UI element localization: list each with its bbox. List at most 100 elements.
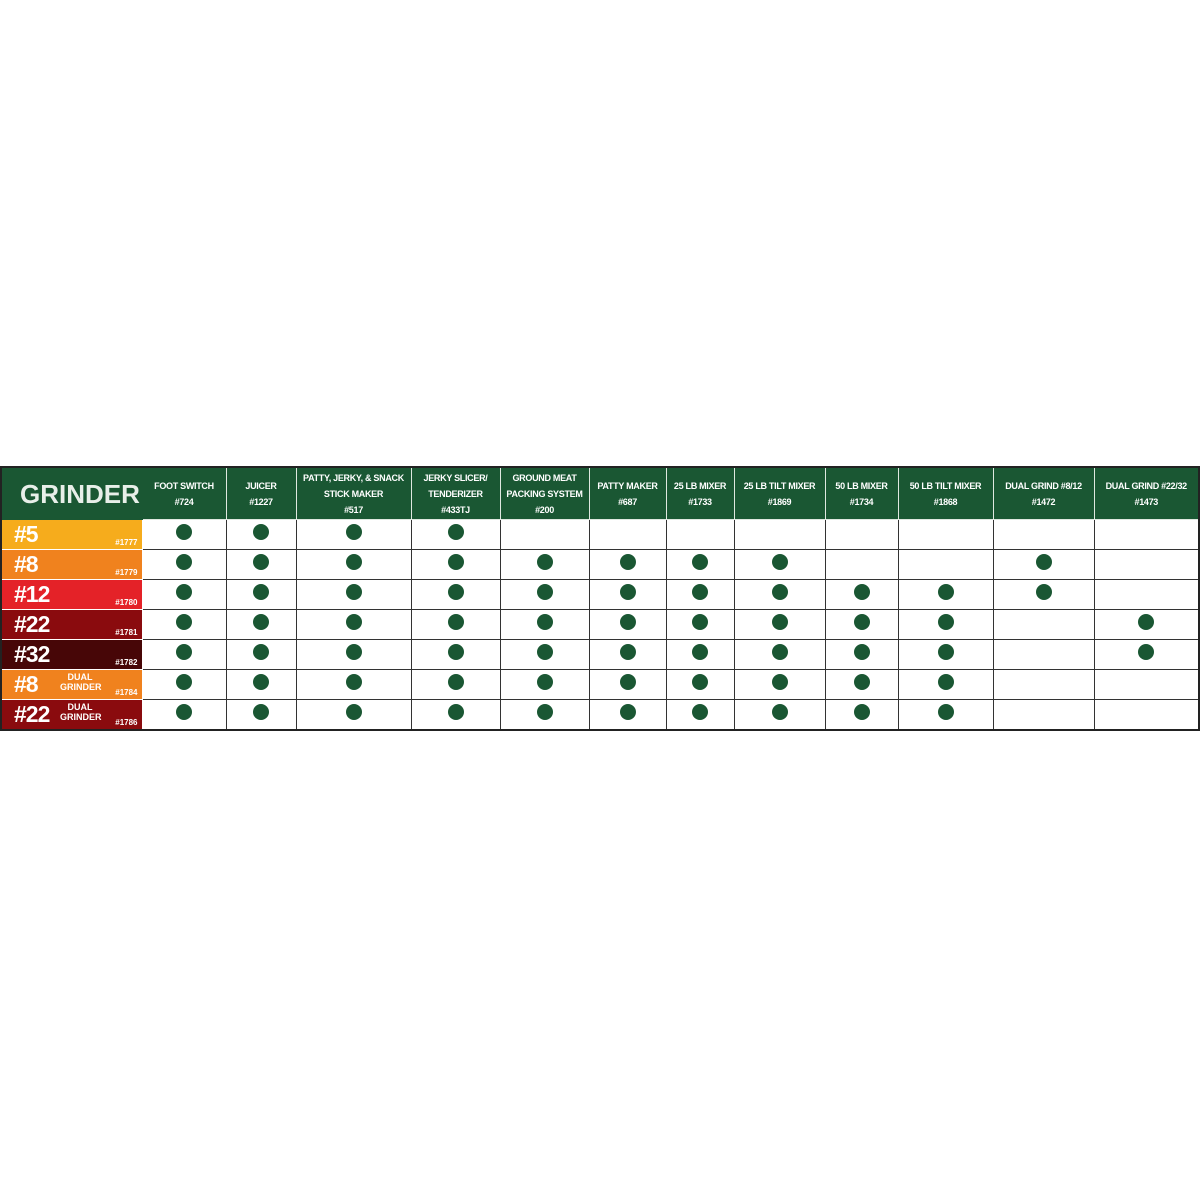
column-name: 50 LB MIXER [835,480,888,491]
compatible-dot-icon [345,524,362,540]
compatibility-cell [295,669,412,700]
grinder-number: #8 [14,551,39,577]
compatibility-cell [295,699,412,731]
column-name: FOOT SWITCH [154,480,214,491]
compatible-dot-icon [771,704,788,720]
compatibility-cell [410,519,501,550]
compatible-dot-icon [536,674,553,690]
grinder-code: #1780 [115,598,138,607]
compatible-dot-icon [536,644,553,660]
column-header: JUICER #1227 [225,466,297,520]
column-name: 25 LB MIXER [673,480,727,491]
compatibility-cell [499,699,590,731]
compatible-dot-icon [253,584,269,600]
compatibility-cell [588,579,667,610]
grinder-code: #1786 [115,718,138,727]
compatibility-cell [141,639,227,670]
grinder-subtitle: DUAL GRINDER [60,702,102,722]
compatible-dot-icon [619,704,636,720]
compatibility-cell [824,579,899,610]
compatibility-cell [1093,669,1200,700]
table-row: #8 #1779 [0,549,1200,580]
column-code: #1869 [767,496,792,507]
compatible-dot-icon [619,614,636,630]
column-code: #1733 [688,496,712,507]
compatible-dot-icon [253,524,269,540]
column-code: #200 [535,504,554,515]
compatibility-cell [824,639,899,670]
grinder-header: GRINDER [0,466,143,520]
compatibility-cell [499,519,590,550]
compatibility-cell [824,669,899,700]
compatible-dot-icon [619,644,636,660]
table-row: #5 #1777 [0,519,1200,550]
compatibility-cell [225,699,297,731]
grinder-label-cell: #32 #1782 [0,639,143,670]
column-header: PATTY, JERKY, & SNACK STICK MAKER #517 [295,466,412,520]
compatibility-cell [897,579,994,610]
column-code: #724 [174,496,194,507]
compatible-dot-icon [536,704,553,720]
compatible-dot-icon [345,614,362,630]
compatibility-cell [665,639,735,670]
table-row: #22 #1781 [0,609,1200,640]
compatible-dot-icon [176,524,192,540]
grinder-code: #1781 [115,628,138,637]
compatible-dot-icon [619,674,636,690]
column-code: #1227 [249,496,273,507]
compatibility-cell [499,549,590,580]
compatibility-cell [665,699,735,731]
grinder-number: #22 [14,701,50,727]
grinder-number: #5 [14,521,39,547]
column-code: #1473 [1134,496,1159,507]
compatibility-cell [141,549,227,580]
compatible-dot-icon [345,554,362,570]
compatibility-cell [499,609,590,640]
compatibility-cell [1093,579,1200,610]
compatible-dot-icon [345,674,362,690]
compatibility-cell [588,699,667,731]
grinder-label-cell: #5 #1777 [0,519,143,550]
grinder-code: #1777 [115,538,138,547]
column-name: JUICER [245,480,277,491]
compatible-dot-icon [176,584,192,600]
compatible-dot-icon [536,554,553,570]
column-header: JERKY SLICER/ TENDERIZER #433TJ [410,466,501,520]
compatible-dot-icon [447,554,464,570]
compatibility-cell [1093,549,1200,580]
column-header: 50 LB MIXER #1734 [824,466,899,520]
column-header: FOOT SWITCH #724 [141,466,227,520]
compatible-dot-icon [853,704,870,720]
column-name: 25 LB TILT MIXER [743,480,816,491]
compatible-dot-icon [176,674,192,690]
grinder-label-cell: #8 #1779 [0,549,143,580]
compatibility-cell [897,519,994,550]
compatibility-cell [410,609,501,640]
compatible-dot-icon [253,644,269,660]
column-name: PATTY, JERKY, & SNACK STICK MAKER [303,472,404,499]
compatible-dot-icon [447,704,464,720]
column-header: 25 LB TILT MIXER #1869 [733,466,826,520]
compatible-dot-icon [937,704,954,720]
column-header: PATTY MAKER #687 [588,466,667,520]
column-name: 50 LB TILT MIXER [909,480,982,491]
compatibility-cell [1093,639,1200,670]
compatibility-cell [141,579,227,610]
compatible-dot-icon [692,644,708,660]
compatibility-cell [1093,519,1200,550]
compatibility-cell [410,549,501,580]
compatible-dot-icon [853,584,870,600]
compatibility-cell [992,639,1095,670]
grinder-number: #12 [14,581,50,607]
compatibility-cell [733,639,826,670]
header-row: GRINDER FOOT SWITCH #724 JUICER #1227 PATTY,… [0,466,1200,520]
compatible-dot-icon [1035,584,1052,600]
column-code: #1734 [849,496,874,507]
compatible-dot-icon [692,614,708,630]
grinder-number: #32 [14,641,50,667]
compatibility-cell [295,639,412,670]
grinder-label-cell: #22 DUAL GRINDER #1786 [0,699,143,731]
compatibility-cell [295,579,412,610]
compatibility-cell [588,669,667,700]
compatible-dot-icon [536,614,553,630]
